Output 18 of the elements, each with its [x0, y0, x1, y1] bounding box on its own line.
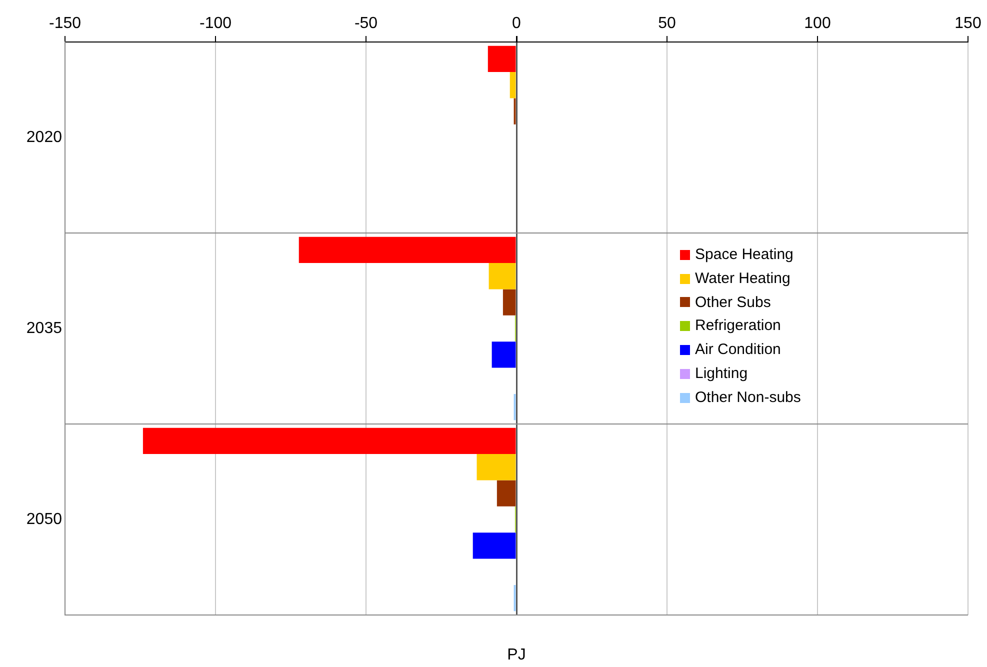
legend-label: Other Non-subs [695, 388, 801, 408]
legend-label: Water Heating [695, 268, 790, 289]
x-tick-label: 100 [804, 14, 831, 32]
legend-label: Space Heating [695, 245, 794, 265]
legend-label: Air Condition [695, 340, 781, 360]
x-tick-label: 0 [512, 14, 522, 32]
y-tick-label: 2020 [26, 128, 62, 146]
x-tick-label: -150 [48, 14, 82, 32]
y-tick-label: 2050 [26, 510, 62, 528]
x-tick-label: 150 [954, 14, 982, 32]
legend-label: Refrigeration [695, 316, 781, 336]
x-tick-label: -100 [199, 14, 232, 32]
x-tick-label: -50 [354, 14, 378, 32]
legend-label: Other Subs [695, 292, 771, 313]
x-axis-title: PJ [507, 646, 526, 664]
legend-label: Lighting [695, 364, 748, 384]
y-tick-label: 2035 [26, 320, 62, 337]
x-tick-label: 50 [658, 14, 676, 32]
